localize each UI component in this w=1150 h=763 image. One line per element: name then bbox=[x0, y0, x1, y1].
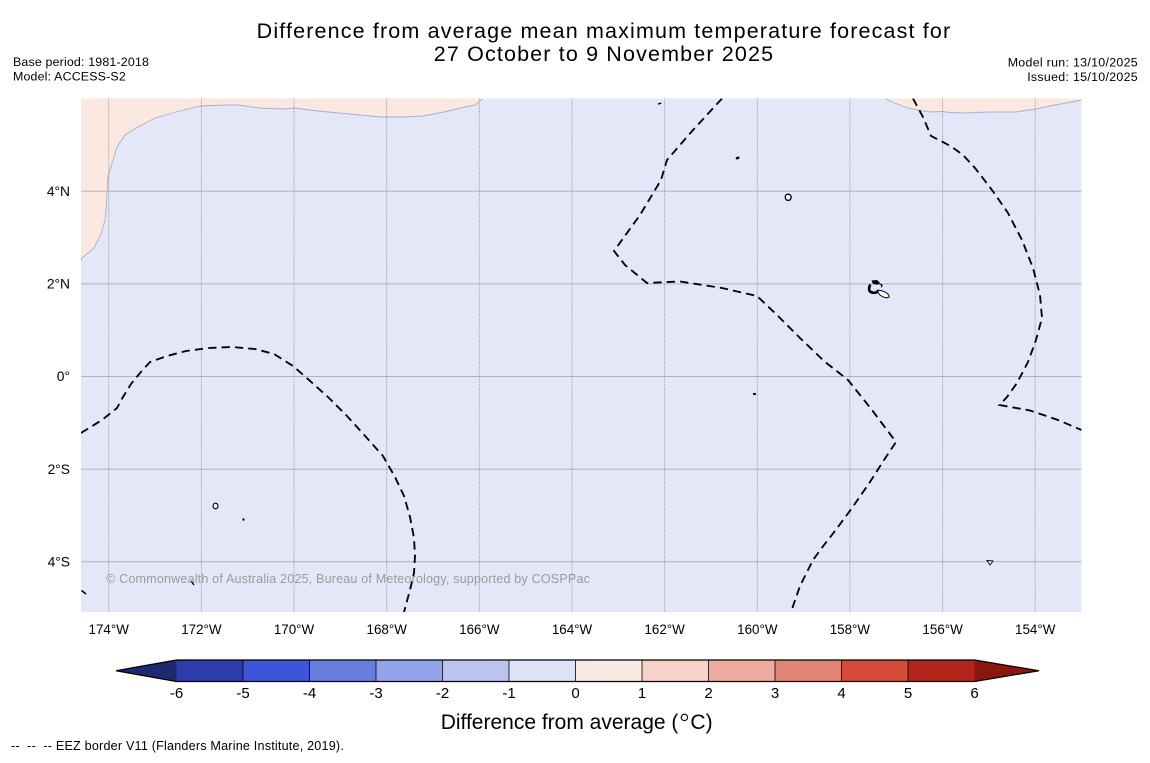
svg-text:Model: ACCESS-S2: Model: ACCESS-S2 bbox=[13, 70, 126, 84]
svg-text:3: 3 bbox=[771, 685, 779, 702]
svg-text:5: 5 bbox=[904, 685, 912, 702]
svg-text:158°W: 158°W bbox=[830, 622, 871, 637]
svg-text:160°W: 160°W bbox=[737, 622, 778, 637]
svg-text:4: 4 bbox=[837, 685, 845, 702]
svg-text:Base period: 1981-2018: Base period: 1981-2018 bbox=[13, 55, 149, 69]
svg-text:170°W: 170°W bbox=[274, 622, 315, 637]
svg-text:164°W: 164°W bbox=[552, 622, 593, 637]
svg-text:Difference from average mean m: Difference from average mean maximum tem… bbox=[257, 19, 952, 43]
svg-text:2°S: 2°S bbox=[48, 462, 70, 477]
svg-text:-5: -5 bbox=[236, 685, 249, 702]
svg-text:Issued: 15/10/2025: Issued: 15/10/2025 bbox=[1027, 70, 1138, 84]
svg-text:27 October to 9 November 2025: 27 October to 9 November 2025 bbox=[434, 42, 775, 66]
svg-text:-6: -6 bbox=[170, 685, 183, 702]
svg-text:1: 1 bbox=[638, 685, 646, 702]
svg-text:-2: -2 bbox=[436, 685, 449, 702]
svg-text:172°W: 172°W bbox=[181, 622, 222, 637]
svg-text:-1: -1 bbox=[502, 685, 515, 702]
svg-text:168°W: 168°W bbox=[367, 622, 408, 637]
svg-text:0: 0 bbox=[571, 685, 579, 702]
svg-text:156°W: 156°W bbox=[922, 622, 963, 637]
svg-text:-- -- -- EEZ border V11 (Fla: -- -- -- EEZ border V11 (Flanders Marine… bbox=[11, 739, 344, 753]
svg-text:154°W: 154°W bbox=[1015, 622, 1056, 637]
svg-text:4°S: 4°S bbox=[48, 554, 70, 569]
svg-text:162°W: 162°W bbox=[644, 622, 685, 637]
svg-text:2°N: 2°N bbox=[47, 277, 70, 292]
svg-text:174°W: 174°W bbox=[89, 622, 130, 637]
svg-text:Model run: 13/10/2025: Model run: 13/10/2025 bbox=[1008, 56, 1138, 70]
svg-text:0°: 0° bbox=[57, 369, 70, 384]
svg-text:-3: -3 bbox=[369, 685, 382, 702]
svg-text:-4: -4 bbox=[303, 685, 316, 702]
svg-text:2: 2 bbox=[704, 685, 712, 702]
svg-text:Difference from average (C): Difference from average (C) bbox=[441, 711, 713, 734]
svg-text:© Commonwealth of Australia 20: © Commonwealth of Australia 2025, Bureau… bbox=[106, 572, 590, 586]
svg-text:4°N: 4°N bbox=[47, 184, 70, 199]
svg-text:166°W: 166°W bbox=[459, 622, 500, 637]
svg-text:6: 6 bbox=[970, 685, 978, 702]
